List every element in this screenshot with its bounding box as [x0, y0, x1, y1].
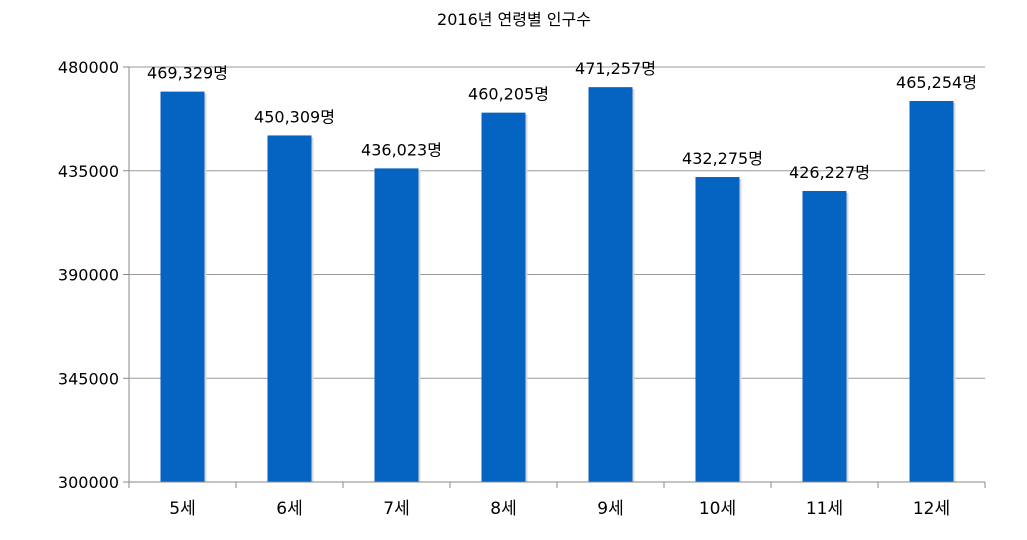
x-tick-label: 9세 — [597, 499, 623, 519]
x-tick-label: 5세 — [169, 499, 195, 519]
gridlines — [129, 66, 985, 483]
data-labels: 469,329명 450,309명 436,023명 460,205명 471,257명… — [147, 59, 977, 182]
x-tick-label: 8세 — [490, 499, 516, 519]
bar — [802, 190, 847, 483]
data-label: 450,309명 — [254, 107, 335, 126]
data-label: 465,254명 — [896, 73, 977, 92]
bar — [909, 100, 954, 483]
y-tick-label: 300000 — [58, 473, 119, 492]
x-tick-label: 11세 — [806, 499, 843, 519]
bars — [160, 87, 956, 483]
bar — [160, 91, 205, 482]
data-label: 436,023명 — [361, 140, 442, 159]
bar — [695, 177, 740, 482]
y-axis: 300000 345000 390000 435000 480000 — [58, 58, 130, 492]
data-label: 432,275명 — [682, 149, 763, 168]
bar — [481, 112, 526, 482]
x-tick-label: 12세 — [913, 499, 950, 519]
bar — [374, 168, 419, 482]
y-tick-label: 480000 — [58, 58, 119, 77]
bar — [267, 135, 312, 482]
x-tick-label: 6세 — [276, 499, 302, 519]
data-label: 426,227명 — [789, 163, 870, 182]
y-tick-label: 435000 — [58, 162, 119, 181]
y-tick-label: 390000 — [58, 266, 119, 285]
data-label: 471,257명 — [575, 59, 656, 78]
x-tick-label: 10세 — [699, 499, 736, 519]
chart-title: 2016년 연령별 인구수 — [437, 10, 591, 29]
data-label: 460,205명 — [468, 85, 549, 104]
data-label: 469,329명 — [147, 64, 228, 83]
y-tick-label: 345000 — [58, 369, 119, 388]
bar — [588, 87, 633, 482]
x-tick-label: 7세 — [383, 499, 409, 519]
x-axis: 5세 6세 7세 8세 9세 10세 11세 12세 — [128, 481, 986, 519]
